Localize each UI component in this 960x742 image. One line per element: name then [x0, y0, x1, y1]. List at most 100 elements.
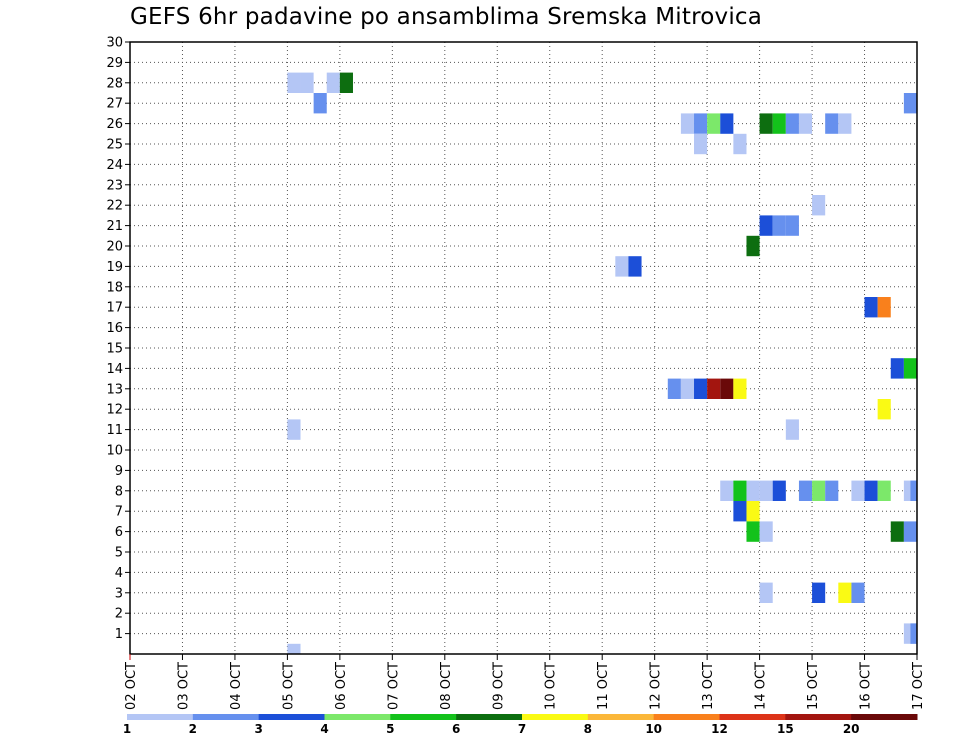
colorbar-label: 4: [320, 722, 328, 736]
y-tick-label: 28: [106, 76, 123, 91]
heatmap-cell: [720, 113, 734, 134]
x-tick-label: 02 OCT: [124, 662, 139, 710]
colorbar: 1 2 3 4 5 6 7 8 10 12 15 20: [123, 714, 918, 736]
heatmap-cell: [877, 297, 891, 318]
colorbar-swatch: [522, 714, 589, 720]
x-tick-label: 14 OCT: [754, 662, 769, 710]
colorbar-label: 8: [584, 722, 592, 736]
heatmap-cell: [798, 113, 813, 134]
heatmap-cell: [825, 113, 839, 134]
heatmap-cell: [667, 378, 681, 399]
heatmap-cell: [772, 215, 786, 236]
y-tick-label: 29: [106, 56, 123, 71]
colorbar-swatch: [390, 714, 457, 720]
y-tick-label: 3: [115, 586, 123, 601]
y-tick-label: 21: [106, 219, 123, 234]
x-tick-label: 04 OCT: [229, 662, 244, 710]
heatmap-cell: [910, 480, 917, 501]
y-tick-label: 17: [106, 301, 123, 316]
heatmap-cell: [628, 256, 642, 277]
heatmap-cell: [720, 378, 734, 399]
colorbar-swatch: [258, 714, 325, 720]
heatmap-cell: [759, 582, 773, 603]
y-tick-label: 15: [106, 342, 123, 357]
colorbar-label: 6: [452, 722, 460, 736]
heatmap-cell: [798, 480, 813, 501]
heatmap-cells: [287, 72, 917, 654]
heatmap-cell: [903, 358, 917, 379]
y-tick-label: 2: [115, 607, 123, 622]
heatmap-cell: [707, 113, 721, 134]
x-tick-label: 17 OCT: [911, 662, 926, 710]
heatmap-cell: [759, 480, 773, 501]
heatmap-cell: [746, 480, 760, 501]
y-tick-label: 19: [106, 260, 123, 275]
heatmap-cell: [785, 215, 799, 236]
x-tick-label: 08 OCT: [439, 662, 454, 710]
heatmap-cell: [759, 215, 773, 236]
y-tick-label: 23: [106, 178, 123, 193]
y-tick-label: 26: [106, 117, 123, 132]
colorbar-label: 1: [123, 722, 131, 736]
colorbar-swatch: [127, 714, 194, 720]
heatmap-cell: [733, 378, 747, 399]
heatmap-cell: [877, 480, 891, 501]
heatmap-cell: [694, 133, 708, 155]
x-tick-label: 13 OCT: [701, 662, 716, 710]
heatmap-cell: [772, 113, 786, 134]
colorbar-label: 5: [386, 722, 394, 736]
heatmap-cell: [838, 582, 852, 603]
heatmap-cell: [890, 521, 904, 542]
colorbar-swatch: [785, 714, 852, 720]
y-tick-label: 14: [106, 362, 123, 377]
heatmap-cell: [680, 113, 695, 134]
colorbar-label: 3: [254, 722, 262, 736]
x-tick-label: 11 OCT: [596, 662, 611, 710]
heatmap-cell: [733, 501, 747, 522]
heatmap-cell: [838, 113, 852, 134]
heatmap-cell: [903, 93, 917, 114]
heatmap-cell: [339, 72, 353, 93]
heatmap-cell: [720, 480, 734, 501]
colorbar-swatch: [456, 714, 523, 720]
heatmap-cell: [812, 582, 826, 603]
heatmap-cell: [825, 480, 839, 501]
y-tick-label: 9: [115, 464, 123, 479]
colorbar-label: 7: [518, 722, 526, 736]
heatmap-cell: [903, 521, 917, 542]
heatmap-cell: [680, 378, 695, 399]
heatmap-cell: [877, 399, 891, 420]
heatmap-cell: [694, 378, 708, 399]
x-tick-label: 12 OCT: [649, 662, 664, 710]
heatmap-cell: [759, 113, 773, 134]
y-tick-label: 22: [106, 199, 123, 214]
colorbar-swatch: [851, 714, 918, 720]
heatmap-cell: [812, 480, 826, 501]
heatmap-cell: [733, 480, 747, 501]
heatmap-cell: [812, 195, 826, 216]
y-tick-label: 24: [106, 158, 123, 173]
x-tick-label: 03 OCT: [176, 662, 191, 710]
colorbar-swatch: [324, 714, 391, 720]
heatmap-cell: [851, 480, 865, 501]
heatmap-cell: [746, 501, 760, 522]
heatmap-cell: [733, 133, 747, 155]
heatmap-cell: [759, 521, 773, 542]
y-axis: 1234567891011121314151617181920212223242…: [106, 36, 130, 642]
heatmap-cell: [851, 582, 865, 603]
heatmap-cell: [864, 297, 878, 318]
heatmap-cell: [772, 480, 786, 501]
x-tick-label: 16 OCT: [859, 662, 874, 710]
y-tick-label: 10: [106, 444, 123, 459]
heatmap-cell: [746, 521, 760, 542]
colorbar-swatch: [653, 714, 720, 720]
x-axis: 02 OCT 03 OCT 04 OCT 05 OCT 06 OCT 07 OCT 08 O…: [124, 654, 926, 710]
heatmap-cell: [910, 623, 917, 644]
x-tick-label: 10 OCT: [544, 662, 559, 710]
heatmap-cell: [785, 113, 799, 134]
x-tick-label: 06 OCT: [334, 662, 349, 710]
x-tick-label: 07 OCT: [386, 662, 401, 710]
heatmap-cell: [326, 72, 340, 93]
heatmap-cell: [313, 93, 327, 114]
